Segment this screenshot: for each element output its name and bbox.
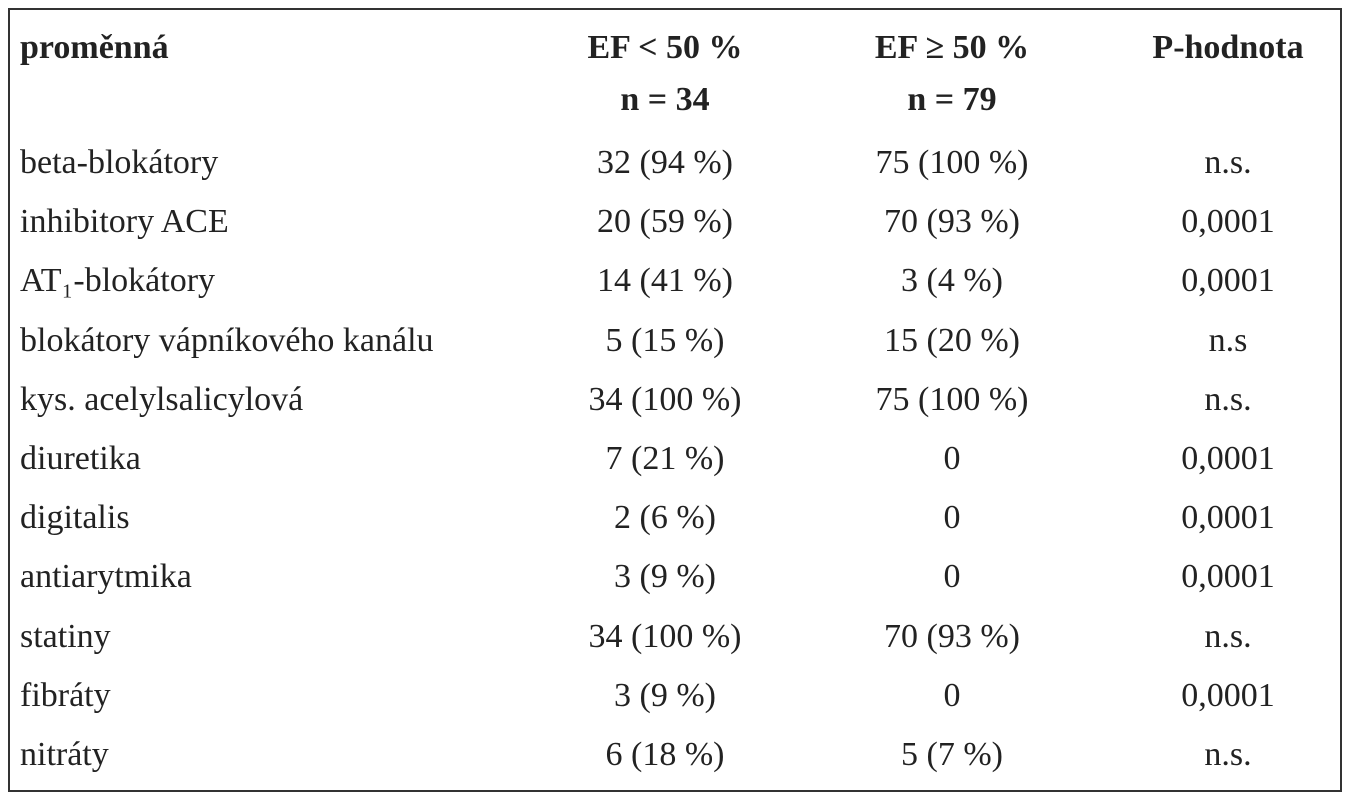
row-label: diuretika	[20, 440, 141, 477]
table-cell: 0,0001	[1181, 440, 1275, 477]
table-cell: 3 (9 %)	[614, 558, 716, 596]
row-label: AT₁-blokátory	[20, 262, 216, 300]
table-cell: n.s.	[1204, 617, 1252, 655]
table-cell: 34 (100 %)	[588, 380, 742, 418]
table-cell: 3 (4 %)	[901, 262, 1003, 300]
row-label: inhibitory ACE	[20, 203, 229, 241]
table-cell: 34 (100 %)	[588, 617, 742, 655]
table-cell: 70 (93 %)	[884, 203, 1020, 241]
table-cell: 14 (41 %)	[597, 262, 733, 300]
header-cell: P-hodnota	[1152, 29, 1304, 66]
table-cell: 20 (59 %)	[597, 203, 733, 241]
table-cell: n.s.	[1204, 144, 1252, 181]
table-cell: 5 (7 %)	[901, 736, 1003, 773]
table-cell: n.s.	[1204, 736, 1252, 773]
header-cell: n = 79	[907, 81, 997, 118]
header-cell: n = 34	[620, 81, 710, 118]
header-cell: EF < 50 %	[587, 29, 743, 66]
table-cell: 0,0001	[1181, 558, 1275, 596]
table-cell: 5 (15 %)	[605, 321, 725, 359]
table-cell: n.s.	[1204, 380, 1252, 418]
header-cell: EF ≥ 50 %	[874, 29, 1030, 66]
table-cell: 75 (100 %)	[875, 380, 1029, 418]
row-label: digitalis	[20, 499, 130, 537]
table-cell: 70 (93 %)	[884, 617, 1020, 655]
header-cell: proměnná	[20, 29, 169, 66]
table-cell: 0,0001	[1181, 499, 1275, 537]
table-cell: n.s	[1208, 321, 1248, 359]
row-label: antiarytmika	[20, 558, 192, 596]
table-cell: 75 (100 %)	[875, 144, 1029, 181]
table-cell: 15 (20 %)	[884, 321, 1020, 359]
row-label: fibráty	[20, 676, 111, 714]
table-cell: 32 (94 %)	[597, 144, 733, 181]
table-cell: 0,0001	[1181, 203, 1275, 241]
table-frame	[8, 8, 1342, 792]
table-cell: 6 (18 %)	[605, 736, 725, 773]
table-cell: 0	[943, 558, 961, 596]
row-label: kys. acelylsalicylová	[20, 380, 304, 418]
table-cell: 2 (6 %)	[614, 499, 716, 537]
table-cell: 0,0001	[1181, 262, 1275, 300]
table-cell: 0	[943, 440, 961, 477]
table-cell: 7 (21 %)	[605, 440, 725, 477]
table-cell: 0	[943, 676, 961, 714]
row-label: blokátory vápníkového kanálu	[20, 321, 434, 359]
row-label: statiny	[20, 617, 111, 655]
table-cell: 0,0001	[1181, 676, 1275, 714]
table-cell: 3 (9 %)	[614, 676, 716, 714]
row-label: beta-blokátory	[20, 144, 219, 181]
table-cell: 0	[943, 499, 961, 537]
row-label: nitráty	[20, 736, 109, 773]
